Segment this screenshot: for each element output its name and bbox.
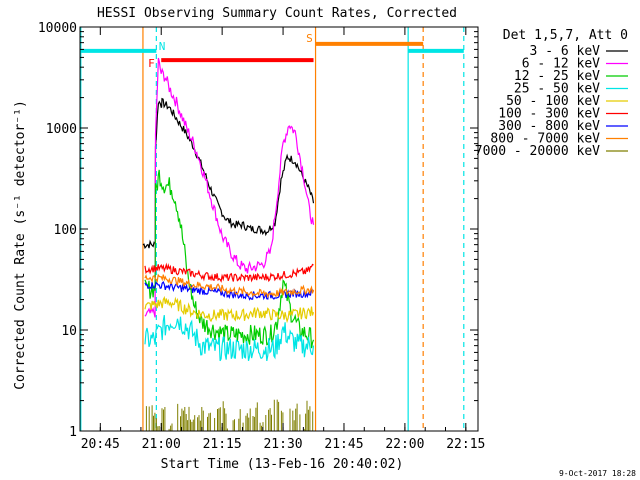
series-line-8 (145, 399, 314, 431)
series-line-1 (144, 57, 315, 318)
series-line-2 (144, 169, 315, 349)
y-tick-label: 100 (54, 223, 77, 238)
legend-label-8: 7000 - 20000 keV (475, 144, 600, 159)
x-tick-label: 21:00 (142, 437, 181, 452)
series-line-7 (144, 273, 315, 299)
y-tick-label: 10000 (38, 21, 77, 36)
series-line-0 (142, 97, 315, 250)
y-axis-label: Corrected Count Rate (s⁻¹ detector⁻¹) (13, 100, 28, 390)
series-line-6 (144, 281, 314, 301)
flag-label-0: F (148, 57, 155, 70)
flag-label-2: S (306, 32, 313, 45)
y-tick-label: 1000 (46, 122, 77, 137)
y-tick-label: 1 (69, 425, 77, 440)
y-tick-label: 10 (61, 324, 77, 339)
legend-label-0: 3 - 6 keV (530, 44, 601, 59)
x-tick-label: 20:45 (81, 437, 120, 452)
x-tick-label: 21:15 (203, 437, 242, 452)
chart-title: HESSI Observing Summary Count Rates, Cor… (97, 6, 457, 21)
legend-label-3: 25 - 50 keV (514, 82, 600, 97)
footer-date: 9-Oct-2017 18:28 (559, 469, 636, 478)
legend-label-2: 12 - 25 keV (514, 69, 600, 84)
series-line-4 (144, 295, 315, 324)
series-line-3 (144, 314, 315, 362)
flag-label-1: N (159, 40, 166, 53)
data-layer: FN S (80, 27, 465, 431)
x-tick-label: 22:15 (446, 437, 485, 452)
x-tick-label: 22:00 (385, 437, 424, 452)
legend-label-7: 800 - 7000 keV (490, 132, 600, 147)
legend-label-5: 100 - 300 keV (498, 107, 600, 122)
legend-label-4: 50 - 100 keV (506, 94, 600, 109)
x-axis-label: Start Time (13-Feb-16 20:40:02) (161, 457, 404, 472)
legend-title: Det 1,5,7, Att 0 (503, 28, 628, 43)
axes-layer: 20:45 21:00 21:15 21:30 21:45 22:00 22:15 1 10 10… (38, 21, 486, 452)
legend-label-1: 6 - 12 keV (522, 57, 600, 72)
legend-label-6: 300 - 800 keV (498, 119, 600, 134)
x-tick-label: 21:45 (324, 437, 363, 452)
x-tick-label: 21:30 (263, 437, 302, 452)
series-line-5 (144, 262, 314, 283)
